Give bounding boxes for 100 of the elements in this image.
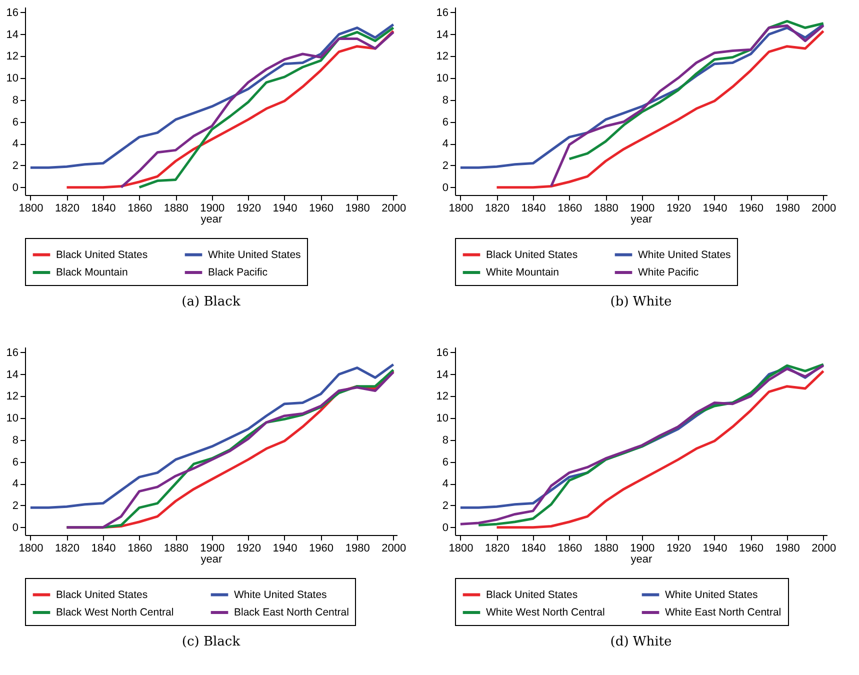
y-tick-label: 10 bbox=[6, 412, 18, 425]
x-tick-label: 1920 bbox=[666, 542, 691, 554]
line-series bbox=[495, 30, 825, 189]
x-tick-label: 1860 bbox=[558, 202, 582, 214]
legend-label: White West North Central bbox=[486, 606, 605, 618]
y-tick-label: 6 bbox=[442, 116, 448, 128]
y-tick-label: 4 bbox=[12, 138, 18, 150]
x-axis-title: year bbox=[200, 554, 223, 566]
y-tick-label: 2 bbox=[442, 500, 448, 512]
y-tick-label: 6 bbox=[12, 456, 18, 468]
legend-label: White United States bbox=[665, 588, 758, 601]
x-tick-label: 1900 bbox=[630, 542, 655, 554]
x-tick-label: 2000 bbox=[382, 542, 406, 554]
y-tick-label: 16 bbox=[436, 346, 448, 359]
x-tick-label: 1960 bbox=[309, 202, 334, 214]
x-tick-label: 1900 bbox=[200, 542, 225, 554]
x-tick-label: 1820 bbox=[54, 542, 80, 554]
x-tick-label: 1940 bbox=[702, 542, 728, 554]
x-tick-label: 1980 bbox=[345, 542, 370, 554]
y-tick-label: 6 bbox=[12, 116, 18, 128]
x-tick-label: 1820 bbox=[54, 202, 80, 214]
x-tick-label: 1820 bbox=[484, 542, 510, 554]
y-tick-label: 14 bbox=[6, 368, 18, 381]
legend-label: Black United States bbox=[486, 588, 578, 601]
x-tick-label: 1800 bbox=[448, 542, 474, 554]
y-tick-label: 16 bbox=[6, 6, 18, 19]
y-tick-label: 12 bbox=[436, 50, 448, 63]
x-axis-title: year bbox=[630, 214, 653, 226]
x-tick-label: 1920 bbox=[236, 202, 261, 214]
x-tick-label: 1940 bbox=[702, 202, 728, 214]
y-tick-label: 0 bbox=[12, 182, 18, 194]
x-axis-title: year bbox=[200, 214, 223, 226]
line-series bbox=[29, 363, 395, 509]
y-tick-label: 8 bbox=[12, 94, 18, 106]
text: (c) Black bbox=[182, 634, 240, 650]
legend-label: White Mountain bbox=[486, 266, 560, 278]
y-tick-label: 0 bbox=[442, 182, 448, 194]
line-series bbox=[29, 23, 395, 169]
text: (a) Black bbox=[182, 294, 240, 310]
y-tick-label: 14 bbox=[6, 28, 18, 41]
y-tick-label: 0 bbox=[442, 522, 448, 534]
x-tick-label: 1880 bbox=[594, 542, 618, 554]
x-axis-title: year bbox=[630, 554, 653, 566]
y-tick-label: 8 bbox=[442, 94, 448, 106]
text: (d) White bbox=[610, 634, 672, 650]
x-tick-label: 1900 bbox=[630, 202, 655, 214]
x-tick-label: 1820 bbox=[484, 202, 510, 214]
x-tick-label: 1840 bbox=[91, 542, 116, 554]
legend-label: White United States bbox=[638, 248, 731, 261]
x-tick-label: 1980 bbox=[775, 202, 800, 214]
y-tick-label: 10 bbox=[6, 72, 18, 85]
x-tick-label: 1960 bbox=[739, 542, 764, 554]
x-tick-label: 1840 bbox=[521, 202, 546, 214]
y-tick-label: 12 bbox=[436, 390, 448, 403]
x-tick-label: 1800 bbox=[18, 542, 44, 554]
y-tick-label: 4 bbox=[12, 478, 18, 490]
x-tick-label: 1980 bbox=[775, 542, 800, 554]
legend-label: White United States bbox=[208, 248, 301, 261]
x-tick-label: 1840 bbox=[521, 542, 546, 554]
y-tick-label: 12 bbox=[6, 390, 18, 403]
y-tick-label: 12 bbox=[6, 50, 18, 63]
x-tick-label: 1880 bbox=[594, 202, 618, 214]
y-tick-label: 8 bbox=[442, 434, 448, 446]
x-tick-label: 1840 bbox=[91, 202, 116, 214]
y-tick-label: 8 bbox=[12, 434, 18, 446]
y-tick-label: 10 bbox=[436, 412, 448, 425]
y-tick-label: 2 bbox=[12, 500, 18, 512]
x-tick-label: 1800 bbox=[18, 202, 44, 214]
legend-label: Black United States bbox=[56, 248, 148, 261]
x-tick-label: 1940 bbox=[272, 202, 298, 214]
x-tick-label: 1860 bbox=[128, 542, 152, 554]
x-tick-label: 1880 bbox=[164, 542, 188, 554]
x-tick-label: 1980 bbox=[345, 202, 370, 214]
legend-label: Black Pacific bbox=[208, 266, 268, 278]
x-tick-label: 2000 bbox=[812, 542, 836, 554]
y-tick-label: 14 bbox=[436, 28, 448, 41]
y-tick-label: 16 bbox=[6, 346, 18, 359]
legend-label: White East North Central bbox=[665, 606, 782, 618]
y-tick-label: 16 bbox=[436, 6, 448, 19]
y-tick-label: 10 bbox=[436, 72, 448, 85]
x-tick-label: 1880 bbox=[164, 202, 188, 214]
line-series bbox=[550, 24, 825, 188]
legend-label: Black East North Central bbox=[234, 606, 349, 618]
x-tick-label: 1960 bbox=[739, 202, 764, 214]
legend-label: White United States bbox=[234, 588, 327, 601]
legend-label: Black United States bbox=[486, 248, 578, 261]
x-tick-label: 2000 bbox=[382, 202, 406, 214]
y-tick-label: 14 bbox=[436, 368, 448, 381]
x-tick-label: 1920 bbox=[666, 202, 691, 214]
legend-label: Black United States bbox=[56, 588, 148, 601]
y-tick-label: 0 bbox=[12, 522, 18, 534]
text: (b) White bbox=[610, 294, 672, 310]
y-tick-label: 2 bbox=[442, 160, 448, 172]
x-tick-label: 2000 bbox=[812, 202, 836, 214]
legend-label: White Pacific bbox=[638, 266, 699, 278]
y-tick-label: 4 bbox=[442, 478, 448, 490]
legend-label: Black Mountain bbox=[56, 266, 128, 278]
x-tick-label: 1920 bbox=[236, 542, 261, 554]
y-tick-label: 4 bbox=[442, 138, 448, 150]
legend-label: Black West North Central bbox=[56, 606, 174, 618]
